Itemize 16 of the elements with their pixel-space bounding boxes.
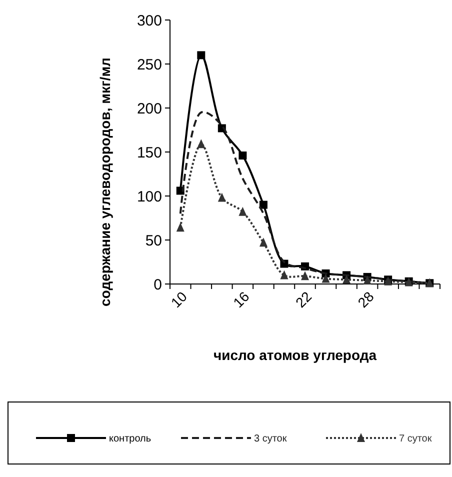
y-tick-label: 150 <box>136 144 162 162</box>
text: контроль <box>109 434 152 444</box>
y-tick-label: 300 <box>136 12 162 30</box>
y-tick-label: 250 <box>136 56 162 74</box>
x-tick-label: 10 <box>168 288 190 311</box>
y-tick-label: 50 <box>145 232 162 250</box>
text: 7 суток <box>399 434 432 444</box>
y-tick-label: 200 <box>136 100 162 118</box>
y-tick-label: 0 <box>154 276 162 294</box>
y-axis-title: содержание углеводородов, мкг/мл <box>97 58 113 306</box>
y-tick-label: 100 <box>136 188 162 206</box>
x-tick-label: 16 <box>230 288 252 311</box>
text: 3 суток <box>254 434 288 444</box>
x-tick-label: 28 <box>354 288 378 311</box>
x-axis-title: число атомов углерода <box>213 347 377 363</box>
x-tick-label: 22 <box>292 288 315 311</box>
